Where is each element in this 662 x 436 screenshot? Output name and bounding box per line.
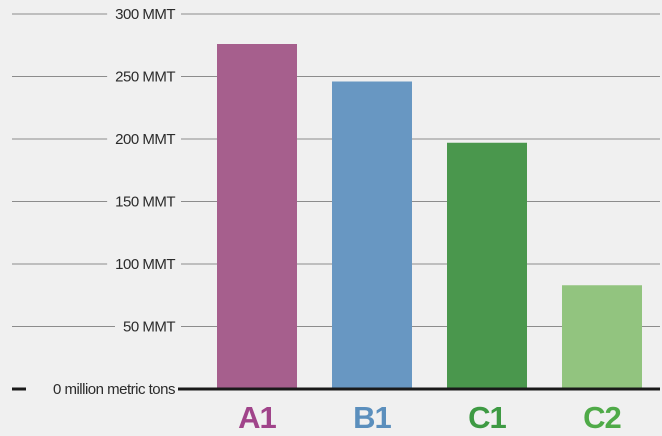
y-tick-label: 250 MMT <box>115 69 175 86</box>
x-category-labels: A1 B1 C1 C2 <box>238 400 622 435</box>
bar-c1 <box>447 142 527 389</box>
bar-c2 <box>562 285 642 389</box>
category-label-b1: B1 <box>353 400 391 435</box>
bar-b1 <box>332 81 412 389</box>
bars <box>217 44 642 389</box>
y-tick-label: 150 MMT <box>115 194 175 211</box>
y-tick-labels: 0 million metric tons 50 MMT 100 MMT 150 MM… <box>53 6 176 398</box>
y-tick-label: 0 million metric tons <box>53 381 175 398</box>
category-label-c1: C1 <box>468 400 506 435</box>
bar-a1 <box>217 44 297 389</box>
category-label-c2: C2 <box>583 400 621 435</box>
y-tick-label: 100 MMT <box>115 256 175 273</box>
category-label-a1: A1 <box>238 400 276 435</box>
y-tick-label: 200 MMT <box>115 131 175 148</box>
y-tick-label: 50 MMT <box>123 319 175 336</box>
y-tick-label: 300 MMT <box>115 6 175 23</box>
